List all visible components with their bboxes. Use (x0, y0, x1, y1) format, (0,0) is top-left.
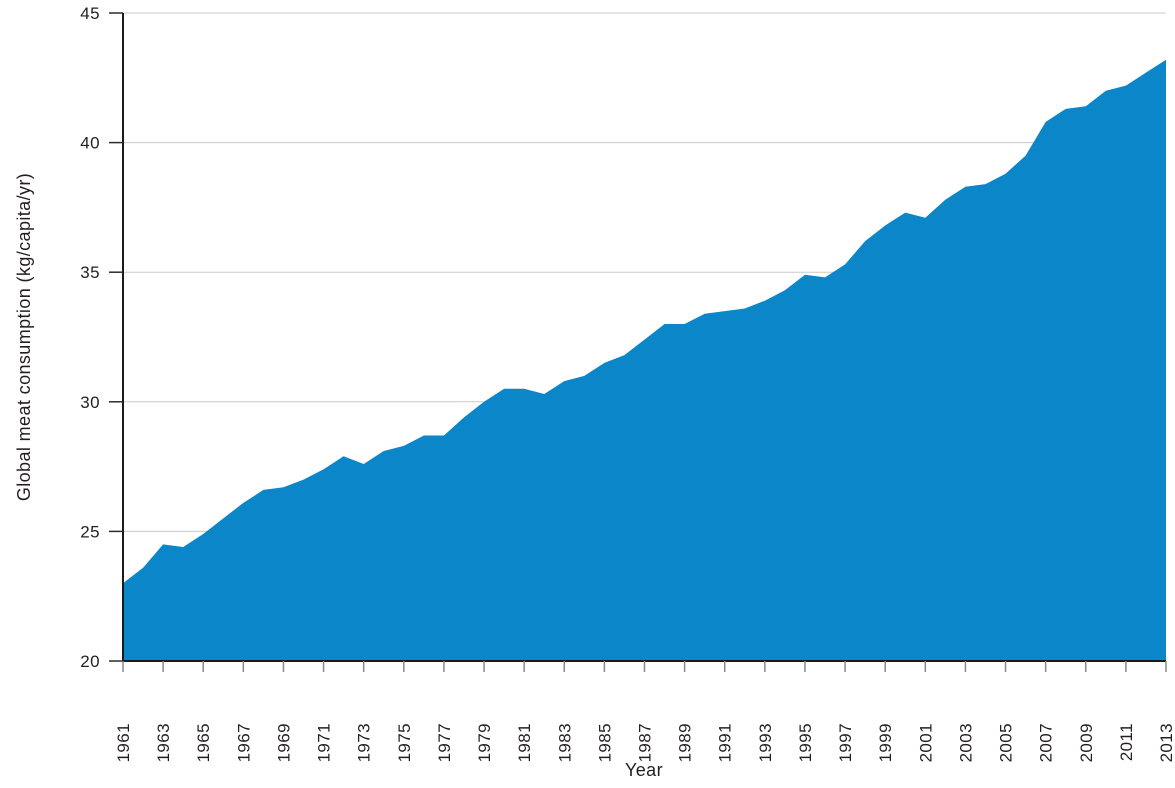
x-tick-label-1993: 1993 (756, 723, 775, 762)
x-tick-label-1969: 1969 (275, 723, 294, 762)
y-tick-label-30: 30 (80, 393, 100, 412)
x-tick-label-1995: 1995 (796, 723, 815, 762)
x-tick-label-1989: 1989 (676, 723, 695, 762)
x-tick-label-1997: 1997 (836, 723, 855, 762)
y-tick-label-25: 25 (80, 522, 100, 541)
y-tick-label-35: 35 (80, 263, 100, 282)
x-tick-label-2009: 2009 (1077, 723, 1096, 762)
x-tick-label-1985: 1985 (595, 723, 614, 762)
x-tick-label-2003: 2003 (956, 723, 975, 762)
x-tick-label-1975: 1975 (395, 723, 414, 762)
x-tick-label-1973: 1973 (355, 723, 374, 762)
x-tick-label-1967: 1967 (234, 723, 253, 762)
x-tick-label-1971: 1971 (315, 723, 334, 762)
tick-label-layer: 20 25 30 35 40 45 1961 1963 1965 1967 1969 1971 1973… (80, 4, 1175, 762)
x-tick-label-1963: 1963 (154, 723, 173, 762)
y-axis-title: Global meat consumption (kg/capita/yr) (14, 173, 34, 501)
x-tick-label-1977: 1977 (435, 723, 454, 762)
meat-consumption-area-series (123, 59, 1166, 661)
x-tick-label-2007: 2007 (1037, 723, 1056, 762)
x-tick-label-1961: 1961 (114, 723, 133, 762)
x-tick-label-1991: 1991 (716, 723, 735, 762)
x-tick-label-1981: 1981 (515, 723, 534, 762)
x-tick-label-1999: 1999 (876, 723, 895, 762)
x-tick-label-1983: 1983 (555, 723, 574, 762)
y-tick-label-20: 20 (80, 652, 100, 671)
x-tick-label-1979: 1979 (475, 723, 494, 762)
x-tick-label-2013: 2013 (1157, 723, 1175, 762)
y-tick-label-45: 45 (80, 4, 100, 23)
series-layer (123, 59, 1166, 661)
x-tick-label-2005: 2005 (997, 723, 1016, 762)
x-tick-label-2011: 2011 (1117, 723, 1136, 761)
x-tick-label-1965: 1965 (194, 723, 213, 762)
x-tick-label-2001: 2001 (916, 723, 935, 762)
x-tick-label-1987: 1987 (636, 723, 655, 762)
x-axis-title: Year (625, 760, 663, 780)
y-tick-label-40: 40 (80, 134, 100, 153)
axis-layer (109, 12, 1167, 672)
